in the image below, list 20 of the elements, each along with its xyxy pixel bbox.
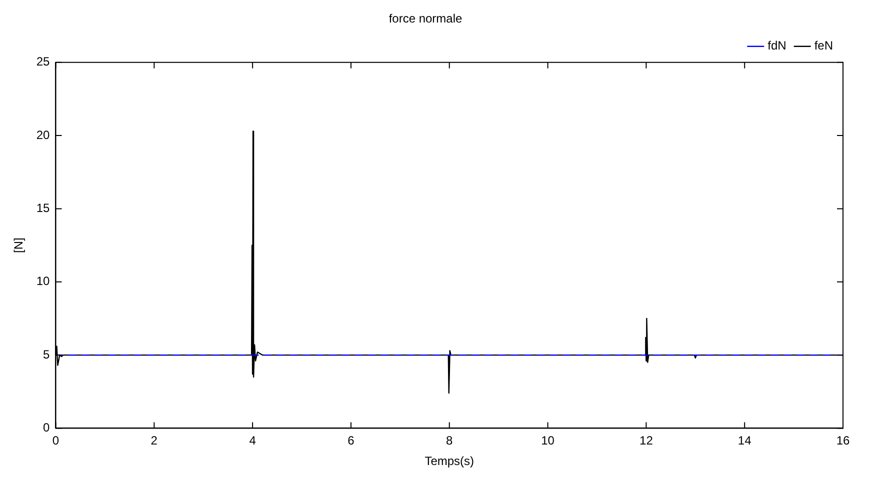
y-tick-label: 5 <box>43 347 50 362</box>
y-tick-label: 15 <box>36 201 50 216</box>
y-tick-label: 0 <box>43 420 50 435</box>
chart-title: force normale <box>388 12 463 26</box>
y-tick-label: 25 <box>36 54 50 69</box>
y-tick-label: 20 <box>36 128 50 142</box>
x-tick-label: 16 <box>836 434 850 448</box>
x-axis-title: Temps(s) <box>424 454 474 468</box>
x-tick-label: 12 <box>640 434 654 448</box>
legend-label: fdN <box>768 38 786 53</box>
x-tick-label: 10 <box>541 434 555 448</box>
legend-label: feN <box>814 38 834 53</box>
x-tick-label: 14 <box>738 434 752 448</box>
y-axis-title: [N] <box>12 238 26 253</box>
y-tick-label: 10 <box>36 274 50 288</box>
x-tick-label: 0 <box>52 434 60 448</box>
x-tick-label: 8 <box>446 434 454 448</box>
x-tick-label: 6 <box>348 434 355 448</box>
x-tick-label: 4 <box>249 434 256 448</box>
x-tick-label: 2 <box>150 434 158 448</box>
